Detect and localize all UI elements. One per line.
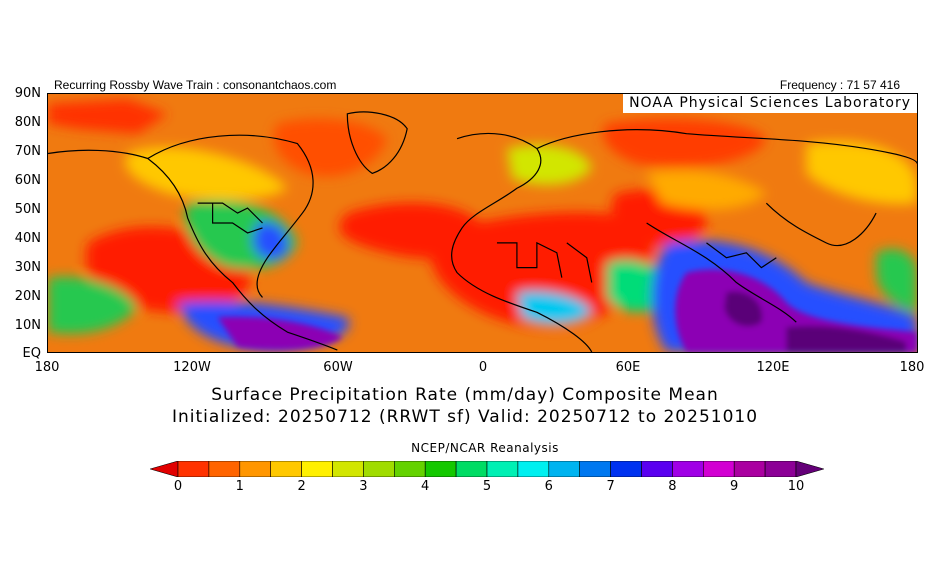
colorbar-max-arrow bbox=[795, 461, 824, 477]
colorbar-segment bbox=[641, 461, 673, 477]
colorbar-segment bbox=[702, 461, 735, 477]
lat-label-60n: 60N bbox=[14, 173, 41, 188]
lat-label-90n: 90N bbox=[14, 86, 41, 101]
lat-label-30n: 30N bbox=[14, 260, 41, 275]
colorbar-segment bbox=[579, 461, 611, 477]
colorbar-segment bbox=[239, 461, 272, 477]
lon-label-120e: 120E bbox=[756, 360, 790, 375]
lat-label-20n: 20N bbox=[14, 289, 41, 304]
colorbar-segment bbox=[332, 461, 364, 477]
lat-label-50n: 50N bbox=[14, 202, 41, 217]
colorbar-segment bbox=[301, 461, 333, 477]
lat-label-10n: 10N bbox=[14, 318, 41, 333]
colorbar-min-arrow bbox=[150, 461, 179, 477]
map-title: Surface Precipitation Rate (mm/day) Comp… bbox=[211, 385, 719, 405]
lon-label-180w: 180 bbox=[34, 360, 60, 375]
colorbar-tick-label: 4 bbox=[421, 479, 430, 494]
colorbar-segment bbox=[270, 461, 302, 477]
colorbar-tick-label: 5 bbox=[482, 479, 492, 494]
header-source-label: Recurring Rossby Wave Train : consonantc… bbox=[54, 78, 337, 92]
precipitation-field bbox=[48, 94, 917, 352]
colorbar-tick-label: 7 bbox=[606, 479, 615, 494]
colorbar-tick-label: 2 bbox=[297, 479, 306, 494]
lon-label-60e: 60E bbox=[615, 360, 641, 375]
lon-label-60w: 60W bbox=[323, 360, 353, 375]
colorbar-segment bbox=[548, 461, 580, 477]
colorbar-tick-label: 8 bbox=[668, 479, 677, 494]
colorbar-segment bbox=[733, 461, 766, 477]
colorbar-tick-label: 0 bbox=[173, 479, 183, 494]
colorbar-segment bbox=[455, 461, 488, 477]
colorbar-segment bbox=[672, 461, 704, 477]
lat-label-eq: EQ bbox=[22, 346, 41, 361]
lon-label-180e: 180 bbox=[899, 360, 925, 375]
colorbar-segment bbox=[208, 461, 241, 477]
colorbar-tick-label: 6 bbox=[544, 479, 553, 494]
colorbar-segment bbox=[610, 461, 642, 477]
lat-label-40n: 40N bbox=[14, 231, 41, 246]
colorbar-tick-label: 3 bbox=[359, 479, 368, 494]
noaa-overlay-label: NOAA Physical Sciences Laboratory bbox=[623, 94, 917, 113]
colorbar-segment bbox=[517, 461, 550, 477]
colorbar-segment bbox=[486, 461, 519, 477]
precipitation-map: NOAA Physical Sciences Laboratory bbox=[47, 93, 918, 353]
colorbar-tick-label: 1 bbox=[235, 479, 244, 494]
colorbar-segment bbox=[394, 461, 426, 477]
map-subtitle: Initialized: 20250712 (RRWT sf) Valid: 2… bbox=[171, 407, 759, 427]
lat-label-70n: 70N bbox=[14, 144, 41, 159]
reanalysis-source-label: NCEP/NCAR Reanalysis bbox=[411, 441, 559, 455]
header-frequency-label: Frequency : 71 57 416 bbox=[779, 78, 900, 92]
colorbar-tick-label: 10 bbox=[787, 479, 805, 494]
colorbar-segment bbox=[363, 461, 395, 477]
colorbar-segment bbox=[764, 461, 797, 477]
coastlines bbox=[48, 111, 917, 352]
colorbar bbox=[150, 461, 824, 477]
lat-label-80n: 80N bbox=[14, 115, 41, 130]
colorbar-segment bbox=[424, 461, 457, 477]
lon-label-120w: 120W bbox=[173, 360, 211, 375]
lon-label-0: 0 bbox=[478, 360, 488, 375]
colorbar-segment bbox=[177, 461, 210, 477]
colorbar-tick-label: 9 bbox=[730, 479, 739, 494]
